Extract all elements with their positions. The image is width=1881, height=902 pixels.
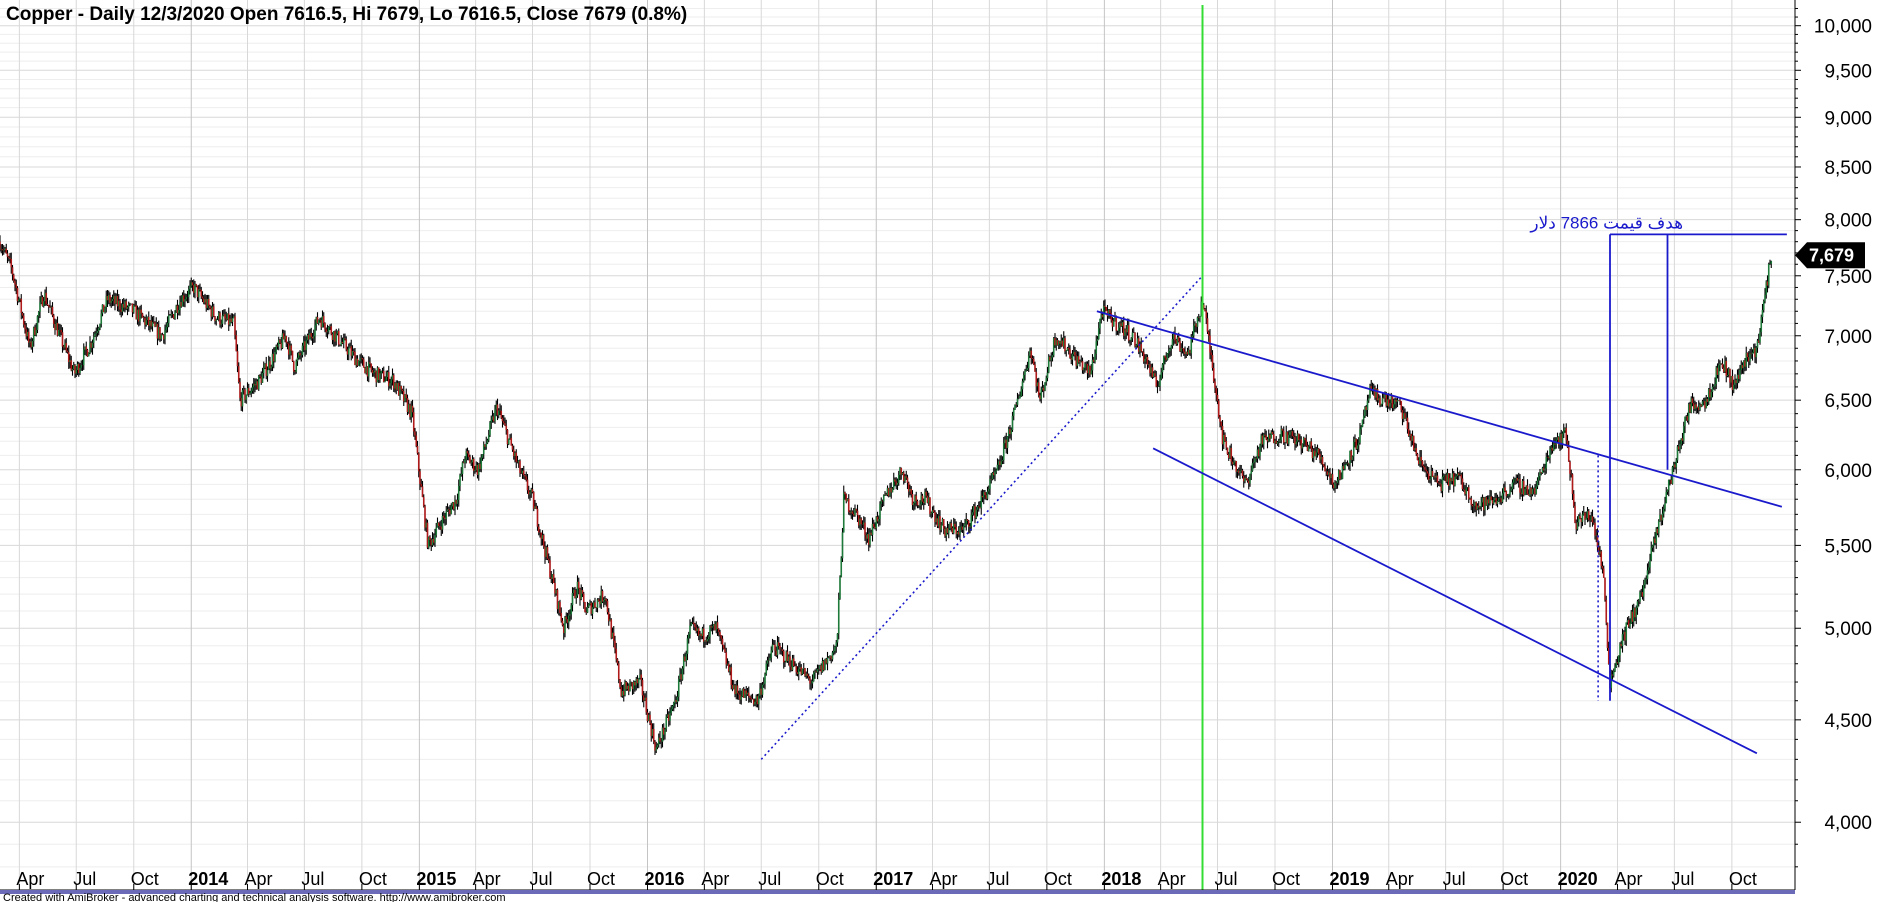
x-tick-label-10: Oct <box>587 869 615 889</box>
x-tick-label-24: Apr <box>1386 869 1414 889</box>
x-tick-label-30: Oct <box>1729 869 1757 889</box>
x-tick-label-20: Apr <box>1158 869 1186 889</box>
last-price-label: 7,679 <box>1809 245 1854 265</box>
y-tick-label-4500: 4,500 <box>1824 711 1872 732</box>
trendline-upper-channel <box>1096 310 1783 508</box>
last-price-badge-shape <box>1795 242 1865 269</box>
y-tick-label-9000: 9,000 <box>1824 108 1872 129</box>
y-tick-label-4000: 4,000 <box>1824 813 1872 834</box>
x-axis: Apr Jul Oct 2014 Apr Jul Oct 2015 Apr Jul Oct 2016 A… <box>16 869 1757 890</box>
price-target-label: هدف قیمت 7866 دلار <box>1529 213 1683 233</box>
x-tick-label-3: 2014 <box>188 869 228 889</box>
y-tick-label-10000: 10,000 <box>1814 17 1872 38</box>
y-axis: 4,000 4,500 5,000 5,500 6,000 6,500 7,000 7,500… <box>1795 7 1872 868</box>
y-tick-label-7500: 7,500 <box>1824 267 1872 288</box>
x-tick-label-27: 2020 <box>1558 869 1598 889</box>
x-tick-label-9: Jul <box>530 869 553 889</box>
y-tick-label-8000: 8,000 <box>1824 211 1872 232</box>
x-tick-label-8: Apr <box>473 869 501 889</box>
x-tick-label-2: Oct <box>131 869 159 889</box>
y-tick-label-9500: 9,500 <box>1824 61 1872 82</box>
x-tick-label-11: 2016 <box>645 869 685 889</box>
footer-credit: Created with AmiBroker - advanced charti… <box>3 892 506 902</box>
x-tick-label-29: Jul <box>1671 869 1694 889</box>
x-tick-label-28: Apr <box>1615 869 1643 889</box>
y-tick-label-6000: 6,000 <box>1824 461 1872 482</box>
trendline-lower-channel <box>1152 447 1758 755</box>
y-tick-label-5500: 5,500 <box>1824 536 1872 557</box>
x-tick-label-1: Jul <box>73 869 96 889</box>
x-tick-label-25: Jul <box>1443 869 1466 889</box>
x-tick-label-21: Jul <box>1215 869 1238 889</box>
x-tick-label-15: 2017 <box>873 869 913 889</box>
x-tick-label-22: Oct <box>1272 869 1300 889</box>
y-tick-label-6500: 6,500 <box>1824 391 1872 412</box>
x-tick-label-26: Oct <box>1500 869 1528 889</box>
x-tick-label-17: Jul <box>986 869 1009 889</box>
x-tick-label-7: 2015 <box>416 869 456 889</box>
footer-bar <box>0 890 1795 894</box>
x-tick-label-19: 2018 <box>1101 869 1141 889</box>
x-tick-label-16: Apr <box>930 869 958 889</box>
x-tick-label-5: Jul <box>301 869 324 889</box>
x-tick-label-12: Apr <box>701 869 729 889</box>
x-tick-label-23: 2019 <box>1330 869 1370 889</box>
y-tick-label-8500: 8,500 <box>1824 158 1872 179</box>
chart-title: Copper - Daily 12/3/2020 Open 7616.5, Hi… <box>6 4 687 25</box>
x-tick-label-13: Jul <box>758 869 781 889</box>
price-series <box>0 235 1773 755</box>
x-tick-label-0: Apr <box>16 869 44 889</box>
x-tick-label-18: Oct <box>1044 869 1072 889</box>
grid <box>0 0 1795 890</box>
x-tick-label-6: Oct <box>359 869 387 889</box>
x-tick-label-4: Apr <box>245 869 273 889</box>
last-price-badge: 7,679 <box>1795 242 1865 269</box>
y-tick-label-5000: 5,000 <box>1824 619 1872 640</box>
x-tick-label-14: Oct <box>816 869 844 889</box>
y-tick-label-7000: 7,000 <box>1824 327 1872 348</box>
trendline-support-dotted <box>760 275 1204 760</box>
annotation-lines <box>760 5 1787 890</box>
